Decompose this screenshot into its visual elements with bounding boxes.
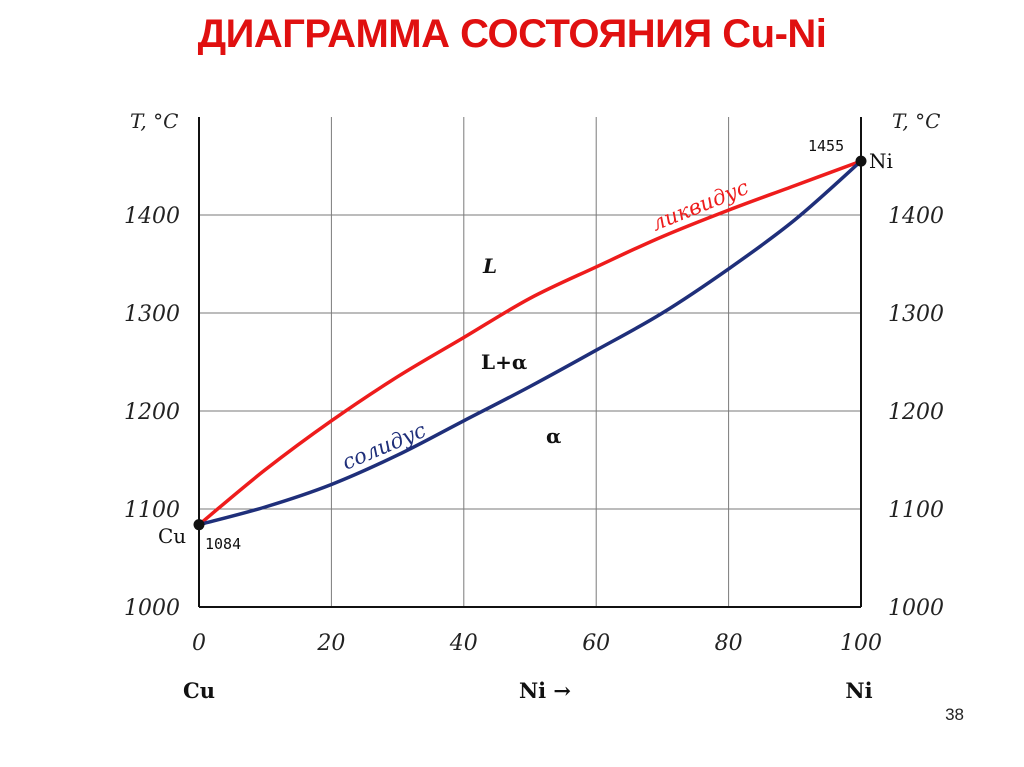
ni-endpoint-label: Ni	[869, 149, 893, 173]
cu-endpoint-label: Cu	[158, 524, 186, 548]
ni-temperature-label: 1455	[808, 137, 844, 155]
y-tick-label-left: 1000	[124, 596, 180, 621]
x-tick-label: 0	[192, 631, 206, 656]
cu-temperature-label: 1084	[205, 535, 241, 553]
x-tick-label: 20	[316, 631, 345, 656]
x-tick-label: 60	[582, 631, 610, 656]
y-tick-label-right: 1400	[888, 204, 944, 229]
y-tick-label-right: 1000	[888, 596, 944, 621]
region-label-two-phase: L+α	[481, 350, 527, 374]
region-label-liquid: L	[482, 254, 497, 278]
x-under-label-center: Ni →	[519, 678, 571, 703]
liquidus-curve	[197, 159, 863, 527]
cu-melting-point	[193, 519, 205, 531]
x-under-label-right: Ni	[845, 678, 872, 703]
region-label-alpha: α	[546, 424, 561, 448]
y-axis-title-right: T, °C	[892, 109, 940, 133]
curves	[193, 155, 867, 531]
y-tick-label-right: 1300	[888, 302, 944, 327]
y-tick-label-left: 1400	[124, 204, 180, 229]
page-number: 38	[945, 705, 964, 724]
y-tick-label-left: 1100	[124, 498, 180, 523]
slide-title: ДИАГРАММА СОСТОЯНИЯ Cu-Ni	[197, 12, 827, 56]
y-tick-label-left: 1300	[124, 302, 180, 327]
y-axis-title-left: T, °C	[130, 109, 178, 133]
x-under-label-left: Cu	[183, 678, 215, 703]
y-tick-label-left: 1200	[124, 400, 180, 425]
grid	[198, 117, 862, 608]
y-tick-label-right: 1200	[888, 400, 944, 425]
x-tick-label: 100	[840, 631, 882, 656]
ni-melting-point	[855, 155, 867, 167]
x-tick-label: 40	[449, 631, 478, 656]
x-tick-label: 80	[715, 631, 743, 656]
y-tick-label-right: 1100	[888, 498, 944, 523]
solidus-curve	[197, 159, 863, 527]
